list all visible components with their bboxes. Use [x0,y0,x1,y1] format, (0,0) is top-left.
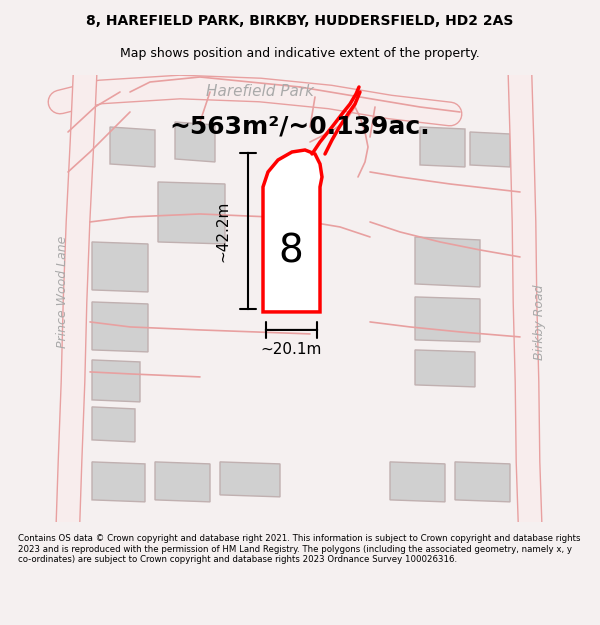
Text: ~20.1m: ~20.1m [261,342,322,357]
Polygon shape [415,297,480,342]
Polygon shape [220,462,280,497]
Text: 8: 8 [278,233,304,271]
Text: Birkby Road: Birkby Road [533,284,547,359]
Text: Contains OS data © Crown copyright and database right 2021. This information is : Contains OS data © Crown copyright and d… [18,534,581,564]
Polygon shape [415,237,480,287]
Polygon shape [92,302,148,352]
Text: Map shows position and indicative extent of the property.: Map shows position and indicative extent… [120,48,480,61]
Polygon shape [92,242,148,292]
Polygon shape [155,462,210,502]
Text: Prince Wood Lane: Prince Wood Lane [56,236,68,348]
Polygon shape [175,122,215,162]
Polygon shape [415,350,475,387]
Polygon shape [158,182,225,244]
Text: 8, HAREFIELD PARK, BIRKBY, HUDDERSFIELD, HD2 2AS: 8, HAREFIELD PARK, BIRKBY, HUDDERSFIELD,… [86,14,514,28]
Text: Harefield Park: Harefield Park [206,84,314,99]
Polygon shape [390,462,445,502]
Polygon shape [92,462,145,502]
Polygon shape [263,150,322,312]
Polygon shape [420,127,465,167]
Text: ~563m²/~0.139ac.: ~563m²/~0.139ac. [170,115,430,139]
Polygon shape [455,462,510,502]
Text: ~42.2m: ~42.2m [215,200,230,262]
Polygon shape [110,127,155,167]
Polygon shape [92,360,140,402]
Polygon shape [92,407,135,442]
Polygon shape [470,132,510,167]
